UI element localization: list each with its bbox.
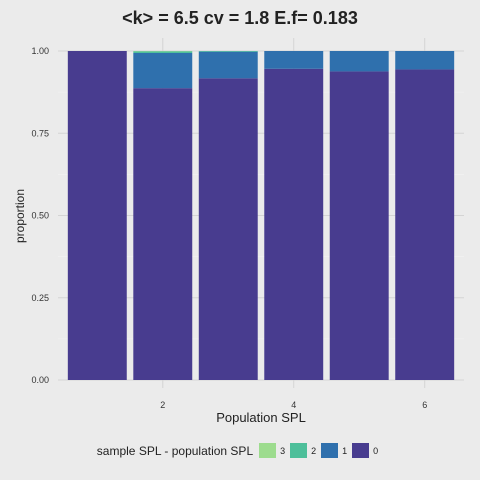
legend-title: sample SPL - population SPL	[96, 443, 254, 458]
y-tick-label: 0.50	[31, 211, 49, 221]
legend-swatch	[352, 443, 370, 458]
bar-segment-0-x6	[395, 69, 455, 380]
chart-title: <k> = 6.5 cv = 1.8 E.f= 0.183	[122, 8, 358, 28]
x-tick-label: 6	[422, 400, 427, 410]
bar-segment-2-x2	[133, 51, 193, 53]
y-tick-label: 1.00	[31, 46, 49, 56]
bar-segment-0-x2	[133, 88, 193, 380]
x-tick-label: 4	[291, 400, 296, 410]
legend-key-3: 3	[259, 443, 285, 458]
bar-segment-2-x3	[198, 51, 258, 52]
bar-segment-1-x2	[133, 52, 193, 89]
axis-layer: 0.00 0.25 0.50 0.75 1.00 2 4 6	[31, 46, 427, 410]
legend-key-2: 2	[290, 443, 316, 458]
y-tick-label: 0.75	[31, 128, 49, 138]
bar-segment-0-x5	[329, 71, 389, 380]
y-tick-label: 0.25	[31, 293, 49, 303]
x-axis-title: Population SPL	[216, 410, 306, 425]
bar-segment-1-x4	[264, 51, 324, 69]
legend-keys: 3 2 1 0	[259, 443, 383, 458]
legend-swatch	[290, 443, 308, 458]
bar-segment-0-x3	[198, 78, 258, 380]
legend-swatch	[259, 443, 277, 458]
x-tick-label: 2	[160, 400, 165, 410]
y-tick-label: 0.00	[31, 375, 49, 385]
legend-key-1: 1	[321, 443, 347, 458]
legend-label: 3	[280, 445, 286, 456]
bar-segment-1-x5	[329, 51, 389, 72]
y-axis-title: proportion	[13, 188, 27, 244]
legend-label: 2	[311, 445, 317, 456]
legend-key-0: 0	[352, 443, 378, 458]
legend: sample SPL - population SPL 3 2 1 0	[0, 443, 480, 458]
bar-segment-0-x1	[67, 51, 127, 380]
bar-segment-0-x4	[264, 68, 324, 381]
bar-segment-1-x6	[395, 51, 455, 70]
legend-label: 1	[342, 445, 348, 456]
bar-layer	[67, 51, 455, 381]
legend-label: 0	[373, 445, 379, 456]
legend-swatch	[321, 443, 339, 458]
bar-segment-1-x3	[198, 51, 258, 79]
